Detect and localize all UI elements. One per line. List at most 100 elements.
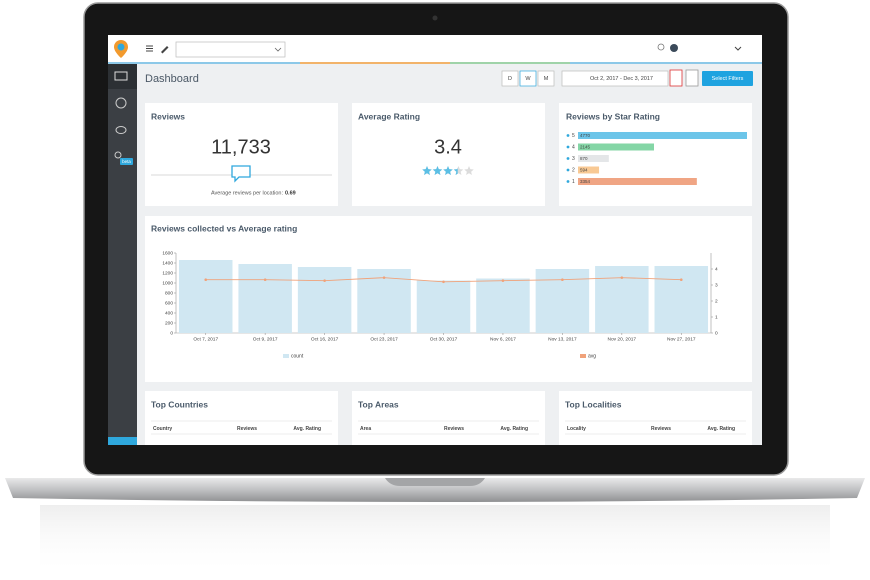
card-title: Reviews by Star Rating (566, 111, 660, 121)
avg-point (382, 276, 386, 279)
table-header: Country (153, 426, 172, 432)
pdf-export[interactable] (669, 69, 683, 87)
average-rating: 3.4 (434, 136, 462, 158)
accent-line (450, 62, 570, 64)
period-button-label: W (525, 76, 531, 82)
camera (432, 15, 438, 21)
star-level: 3 (572, 156, 575, 162)
table-header: Area (360, 426, 371, 432)
star-bar (578, 166, 600, 174)
avg-point (263, 278, 267, 282)
x-tick-label: Oct 23, 2017 (370, 336, 398, 342)
y2-tick-label: 0 (715, 330, 718, 336)
legend-label: count (291, 354, 304, 360)
star-empty (464, 166, 474, 176)
period-button-label: D (508, 76, 512, 82)
user-caret[interactable] (734, 46, 742, 51)
reviews-total: 11,733 (211, 136, 271, 158)
table-card (352, 391, 545, 445)
table-header: Reviews (651, 426, 671, 432)
table-header: Reviews (444, 426, 464, 432)
legend-swatch (283, 354, 289, 358)
y-tick-label: 400 (165, 310, 173, 316)
help-icon[interactable] (670, 44, 678, 52)
x-tick-label: Nov 27, 2017 (667, 336, 696, 342)
chart-title: Reviews collected vs Average rating (151, 223, 297, 233)
card-title: Average Rating (358, 111, 420, 121)
star-filled (422, 166, 432, 176)
logo-dot (117, 43, 125, 51)
menu-icon[interactable] (146, 45, 153, 52)
y2-tick-label: 4 (715, 266, 718, 272)
count-bar (416, 280, 471, 333)
y2-tick-label: 1 (715, 314, 718, 320)
table-title: Top Areas (358, 399, 399, 409)
card (559, 103, 752, 206)
x-tick-label: Nov 6, 2017 (490, 336, 516, 342)
count-bar (654, 266, 709, 333)
laptop-base (5, 478, 865, 502)
edit-icon[interactable] (161, 46, 169, 54)
table-title: Top Countries (151, 399, 208, 409)
star-bullet (566, 157, 570, 160)
location-select[interactable] (175, 41, 286, 58)
star-filled (443, 166, 453, 176)
star-level: 1 (572, 179, 575, 185)
nav-icon[interactable] (114, 151, 122, 159)
screen: beta Dashboard Oct 2, 2017 - Dec 3, 2017… (108, 35, 762, 445)
beta-badge-text: beta (122, 159, 131, 164)
y2-tick-label: 2 (715, 298, 718, 304)
sidebar-active[interactable] (108, 64, 137, 89)
print-export[interactable] (685, 69, 699, 87)
legend-swatch (580, 354, 586, 358)
sidebar (108, 64, 137, 445)
card (145, 103, 338, 206)
avg-point (679, 278, 683, 282)
avg-per-location-label: Average reviews per location: (211, 190, 284, 196)
period-button[interactable] (537, 70, 555, 87)
nav-icon[interactable] (114, 71, 128, 81)
star-count: 870 (580, 156, 588, 161)
y-tick-label: 800 (165, 290, 173, 296)
period-button[interactable] (501, 70, 519, 87)
star-count: 3354 (580, 179, 591, 184)
reflection (40, 505, 830, 575)
legend-label: avg (588, 354, 596, 360)
nav-icon[interactable] (115, 97, 127, 109)
star-bullet (566, 134, 570, 137)
card (352, 103, 545, 206)
star-count: 4770 (580, 133, 591, 138)
x-tick-label: Oct 16, 2017 (311, 336, 339, 342)
star-bar (578, 143, 654, 151)
period-button[interactable] (519, 70, 537, 87)
date-range[interactable] (561, 70, 669, 87)
pin-icon[interactable] (657, 43, 665, 51)
star-bullet (566, 180, 570, 183)
count-bar (297, 267, 352, 333)
y-tick-label: 1400 (162, 260, 173, 266)
count-bar (476, 278, 530, 333)
star-bar (578, 155, 609, 162)
star-fill (422, 166, 458, 176)
avg-point (501, 279, 505, 282)
x-tick-label: Nov 20, 2017 (608, 336, 637, 342)
star-count: 594 (580, 167, 588, 172)
select-filters-button[interactable] (702, 71, 753, 86)
star-bullet (566, 168, 570, 172)
star-count: 2145 (580, 144, 591, 149)
select-caret (274, 47, 282, 52)
x-tick-label: Nov 13, 2017 (548, 336, 577, 342)
table-card (145, 391, 338, 445)
table-header: Avg. Rating (293, 426, 321, 432)
date-range-text: Oct 2, 2017 - Dec 3, 2017 (590, 76, 653, 82)
count-bar (595, 266, 649, 333)
y-tick-label: 1000 (162, 280, 173, 286)
count-bar (178, 260, 233, 333)
y-tick-label: 0 (170, 330, 173, 336)
nav-icon[interactable] (115, 126, 127, 134)
sidebar-footer[interactable] (108, 437, 137, 445)
count-bar (238, 264, 292, 333)
avg-point (561, 278, 564, 282)
table-header: Locality (567, 426, 586, 432)
x-tick-label: Oct 30, 2017 (430, 336, 458, 342)
